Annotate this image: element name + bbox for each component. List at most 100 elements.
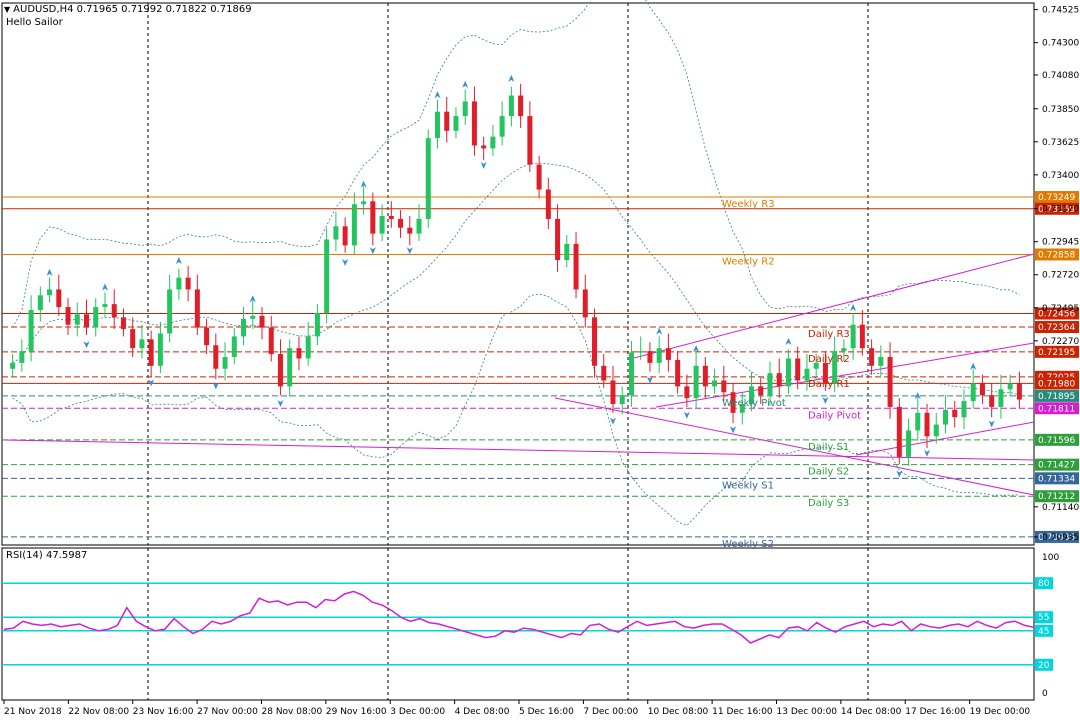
price-level-value: 0.71212 [1038,492,1075,502]
candle-body [1016,383,1022,400]
candle-body [739,403,745,413]
price-level-name: Daily S2 [808,467,849,478]
price-level-name: Daily R2 [808,354,850,365]
candle-body [906,430,912,457]
price-level-value: 0.72456 [1038,310,1075,320]
price-level-tag [1035,458,1079,471]
candle-body [28,309,34,352]
candle-body [268,327,274,355]
candle-body [536,164,542,190]
candle-body [527,116,533,165]
candle-body [139,339,145,349]
candle-body [924,412,930,437]
rsi-level-tag [1035,577,1053,590]
candle-body [684,386,690,399]
candle-body [915,412,921,431]
candle-body [942,409,948,425]
candle-body [545,189,551,219]
price-tick-label: 0.70935 [1042,533,1079,543]
collapse-triangle-icon[interactable]: ▼ [4,5,11,14]
x-tick-label: 28 Nov 08:00 [262,707,323,717]
x-tick-label: 4 Dec 08:00 [455,707,510,717]
x-tick-label: 10 Dec 08:00 [648,707,709,717]
candle-body [185,277,191,290]
candle-body [231,336,237,357]
price-tick-label: 0.74525 [1042,6,1079,16]
trend-line [633,253,1035,359]
fractal-down-icon [822,397,829,405]
fractal-up-icon [101,283,108,291]
candle-body [656,348,662,363]
candle-body [795,358,801,381]
price-level-name: Daily R3 [808,329,850,340]
candle-body [93,307,99,328]
candle-body [37,295,43,310]
x-tick-label: 5 Dec 16:00 [519,707,574,717]
price-level-value: 0.71427 [1038,461,1075,471]
rsi-axis-label: 100 [1042,553,1059,563]
candle-body [970,383,976,402]
candle-body [19,351,25,363]
candle-body [1007,383,1013,390]
candle-body [111,304,117,318]
price-level-value: 0.71334 [1038,474,1075,484]
rsi-level-tag [1035,624,1053,637]
fractal-down-icon [988,420,995,428]
candle-body [878,356,884,366]
candle-body [758,386,764,396]
x-tick-label: 14 Dec 08:00 [841,707,902,717]
x-tick-label: 22 Nov 08:00 [68,707,129,717]
price-tick-label: 0.74300 [1042,39,1079,49]
candle-body [785,358,791,387]
candle-body [259,315,265,328]
fractal-up-icon [249,295,256,303]
candle-body [638,351,644,353]
price-level-name: Daily Pivot [808,410,861,421]
candle-body [361,201,367,205]
candle-body [333,226,339,240]
candle-body [157,333,163,366]
fractal-down-icon [277,399,284,407]
x-tick-label: 19 Dec 00:00 [970,707,1031,717]
fractal-down-icon [369,247,376,255]
fractal-up-icon [175,257,182,265]
fractal-down-icon [730,426,737,434]
symbol-line: AUDUSD,H4 0.71965 0.71992 0.71822 0.7186… [13,4,252,15]
fractal-down-icon [896,470,903,478]
candle-body [832,351,838,384]
price-level-value: 0.70935 [1038,533,1075,543]
candle-body [388,215,394,219]
chart-header: ▼ AUDUSD,H4 0.71965 0.71992 0.71822 0.718… [4,4,252,15]
price-level-tag [1035,321,1079,334]
price-level-tag [1035,490,1079,503]
candle-body [204,327,210,346]
candle-body [130,329,136,349]
price-level-tag [1035,377,1079,390]
candle-body [398,218,404,228]
candle-body [74,314,80,325]
candle-body [47,289,53,296]
price-level-tag [1035,472,1079,485]
price-tick-label: 0.72945 [1042,238,1079,248]
candle-body [601,365,607,381]
candle-body [813,362,819,369]
rsi-line [3,590,1035,644]
fractal-up-icon [850,304,857,312]
price-level-tag [1035,402,1079,415]
price-level-value: 0.72364 [1038,323,1075,333]
price-level-name: Weekly S2 [722,539,774,550]
candle-body [730,392,736,413]
price-level-tag [1035,248,1079,261]
fractal-down-icon [406,247,413,255]
candle-body [277,354,283,387]
candle-body [518,95,524,117]
candle-body [610,380,616,404]
rsi-level-value: 45 [1038,627,1049,637]
x-tick-label: 17 Dec 16:00 [905,707,966,717]
candle-body [370,201,376,234]
candle-body [499,116,505,137]
candle-body [822,362,828,384]
candle-body [10,362,16,369]
candle-body [56,289,62,308]
upper-band [12,0,1020,328]
